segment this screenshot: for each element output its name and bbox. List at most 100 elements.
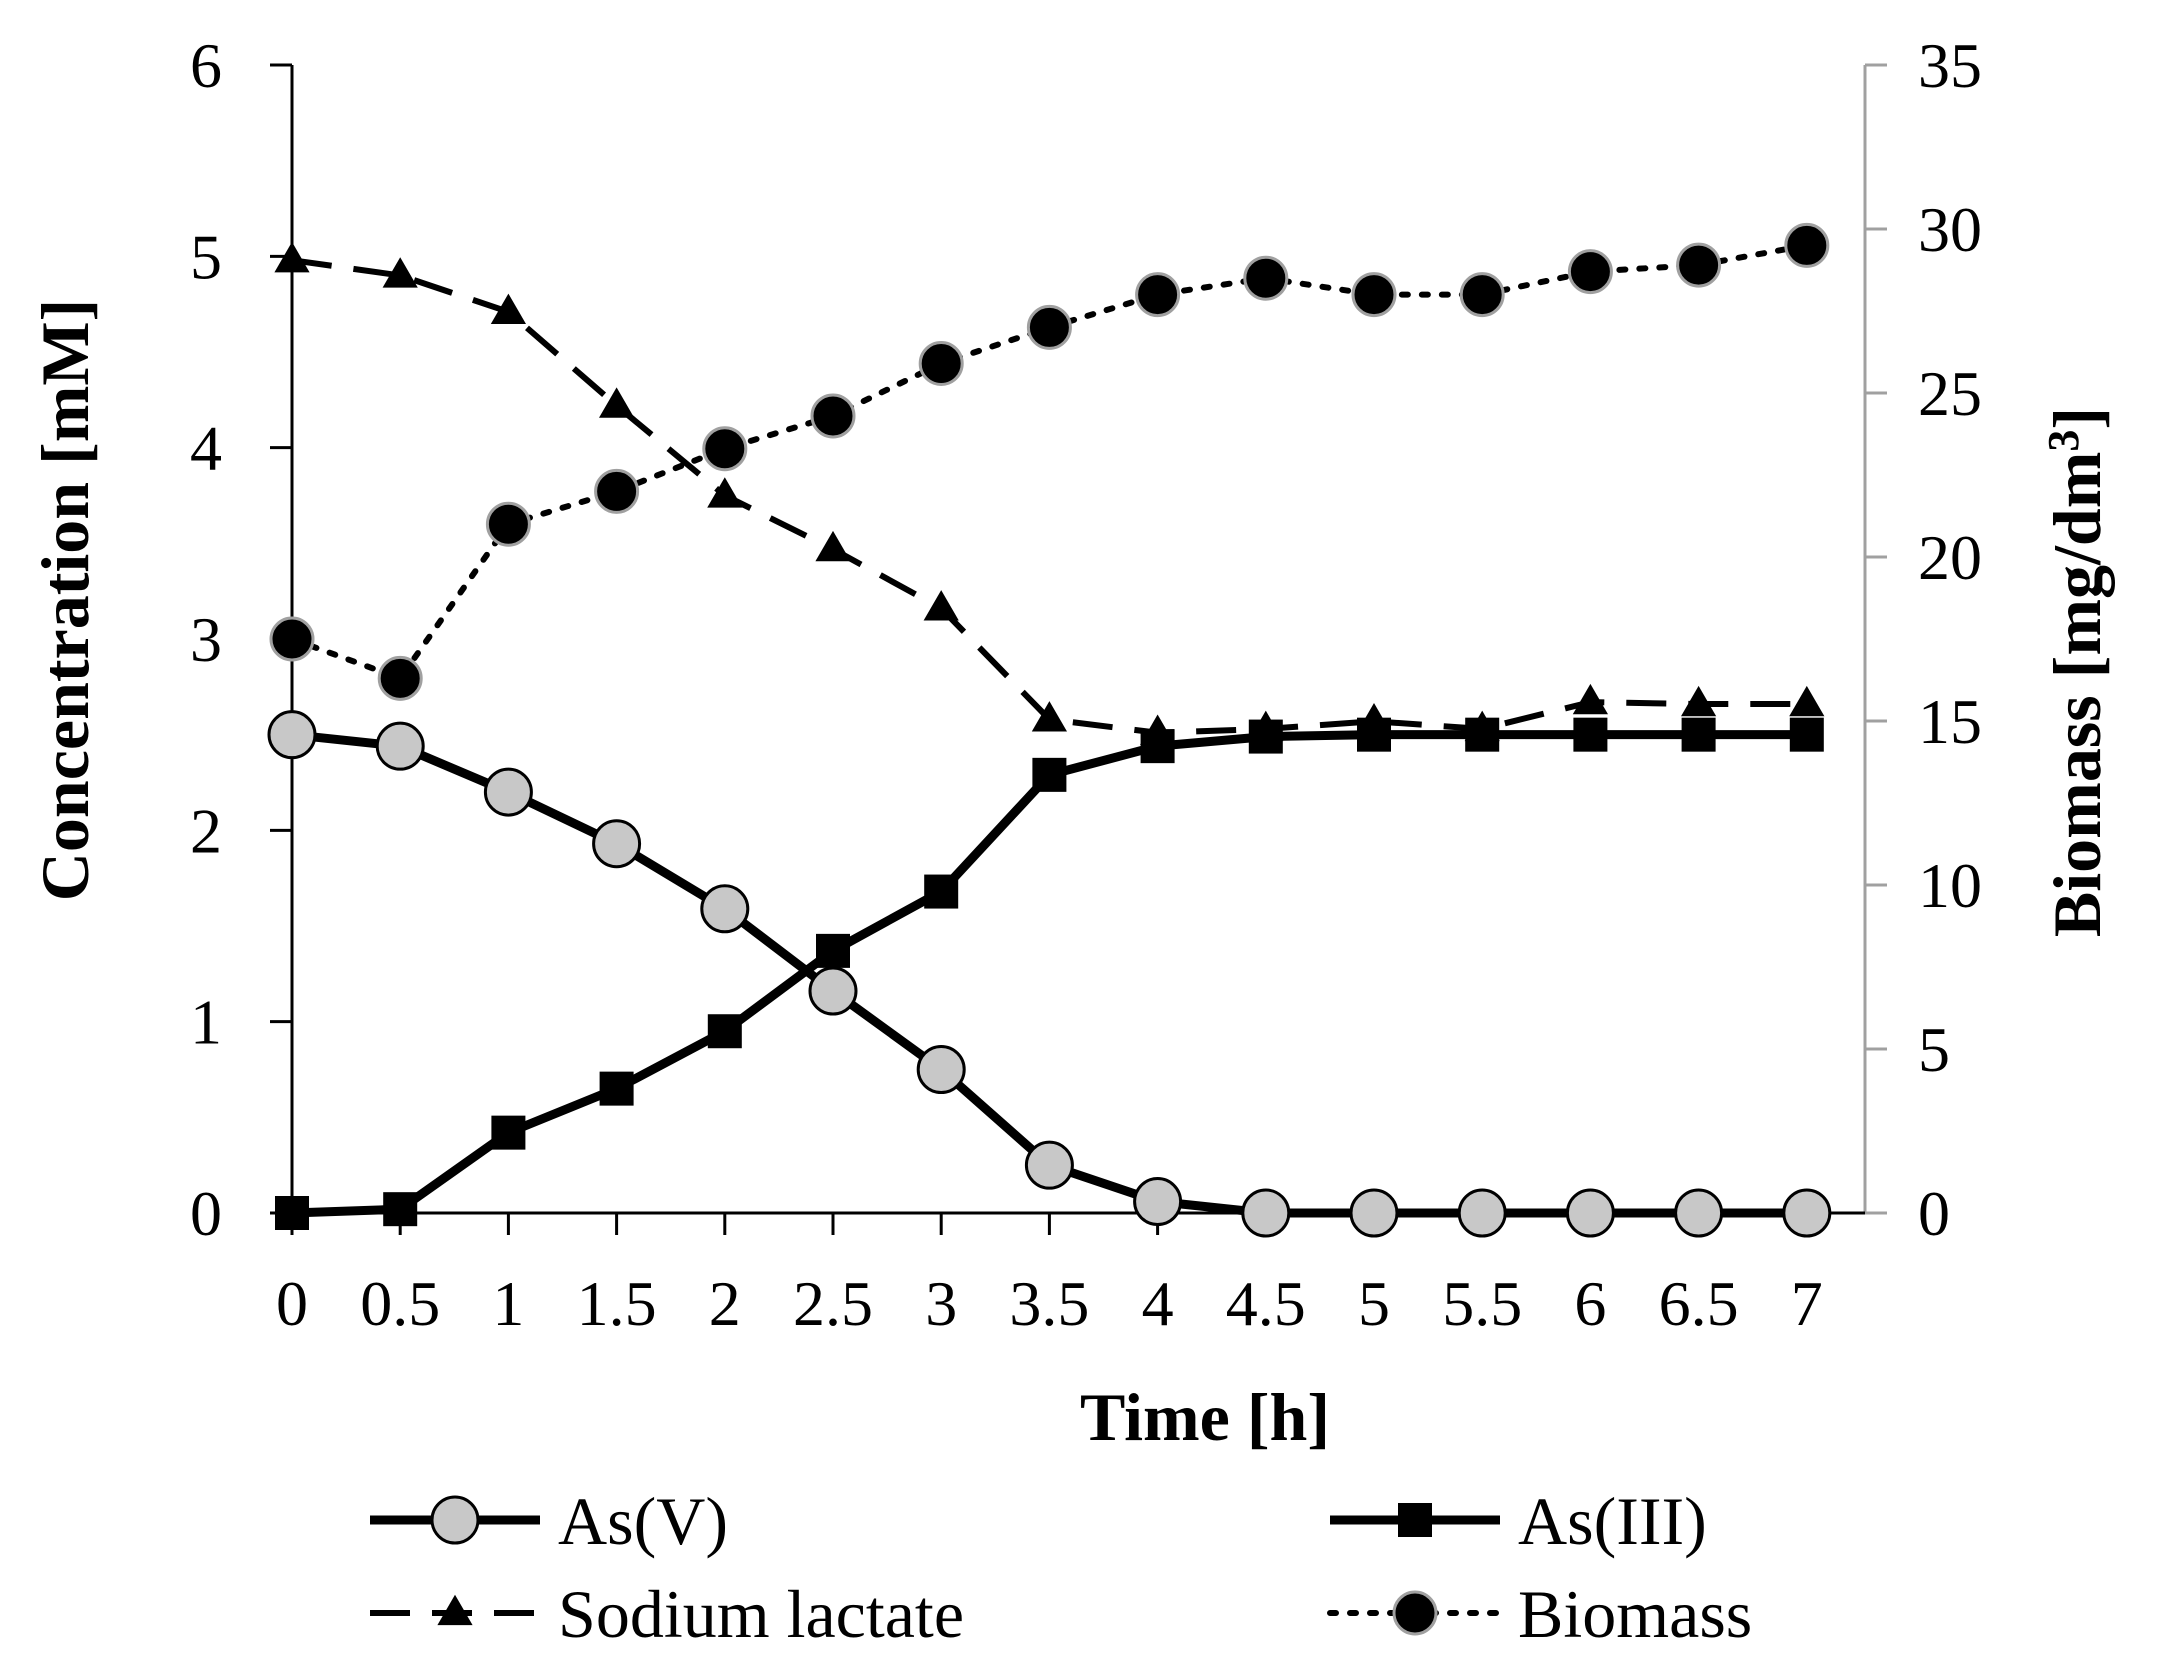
y-tick-label-right: 30	[1918, 194, 1982, 265]
data-point-as-v	[1782, 1188, 1832, 1238]
legend-item-sodium-lactate: Sodium lactate	[370, 1576, 964, 1652]
data-point-biomass	[1351, 272, 1397, 318]
data-point-as-iii	[816, 933, 850, 968]
legend-label-as-iii: As(III)	[1518, 1483, 1707, 1559]
data-point-as-v	[592, 819, 642, 869]
y-tick-label-right: 20	[1918, 522, 1982, 593]
y-tick-label-left: 1	[190, 987, 222, 1058]
legend-marker-biomass	[1392, 1590, 1438, 1636]
x-tick-label: 0	[276, 1268, 308, 1339]
data-point-sodium-lactate	[599, 387, 635, 418]
y-tick-label-left: 3	[190, 604, 222, 675]
data-point-as-iii	[599, 1071, 634, 1106]
data-point-biomass	[1135, 272, 1181, 318]
y-axis-left-title: Concentration [mM]	[27, 299, 103, 901]
data-point-as-iii	[1140, 729, 1175, 764]
y-tick-label-left: 5	[190, 221, 222, 292]
y-tick-label-left: 4	[190, 413, 222, 484]
legend-item-as-iii: As(III)	[1330, 1483, 1707, 1559]
data-point-as-v	[1024, 1140, 1074, 1190]
data-point-sodium-lactate	[382, 257, 418, 288]
series-as-v	[267, 710, 1832, 1238]
data-point-sodium-lactate	[707, 477, 743, 508]
y-tick-label-left: 2	[190, 795, 222, 866]
legend-marker-as-iii	[1398, 1503, 1432, 1537]
data-point-biomass	[702, 426, 748, 472]
data-point-biomass	[1676, 242, 1722, 288]
data-point-sodium-lactate	[923, 590, 959, 621]
x-tick-label: 0.5	[360, 1268, 440, 1339]
y-axis-right-title-main: Biomass [mg/dm	[2039, 452, 2115, 937]
x-tick-label: 2	[709, 1268, 741, 1339]
legend-label-biomass: Biomass	[1518, 1576, 1752, 1652]
y-tick-label-left: 6	[190, 30, 222, 101]
x-tick-label: 4	[1142, 1268, 1174, 1339]
data-point-as-v	[1133, 1177, 1183, 1227]
y-tick-label-right: 25	[1918, 358, 1982, 429]
data-point-as-v	[808, 966, 858, 1016]
data-point-as-v	[1241, 1188, 1291, 1238]
data-point-as-v	[1565, 1188, 1615, 1238]
data-point-biomass	[918, 340, 964, 386]
legend-item-as-v: As(V)	[370, 1483, 728, 1559]
data-point-biomass	[1026, 304, 1072, 350]
data-point-as-iii	[275, 1196, 309, 1230]
data-point-sodium-lactate	[1572, 683, 1608, 715]
legend-label-sodium-lactate: Sodium lactate	[558, 1576, 964, 1652]
y-axis-right-title-sup: 3	[2039, 430, 2088, 452]
x-tick-label: 1.5	[577, 1268, 657, 1339]
data-point-as-iii	[491, 1115, 526, 1150]
y-tick-label-right: 0	[1918, 1178, 1950, 1249]
x-tick-label: 3.5	[1009, 1268, 1089, 1339]
data-point-as-v	[1674, 1188, 1724, 1238]
y-tick-label-right: 35	[1918, 30, 1982, 101]
x-axis-title: Time [h]	[1080, 1379, 1330, 1455]
data-point-sodium-lactate	[490, 293, 526, 324]
data-point-as-iii	[383, 1192, 418, 1227]
x-tick-label: 1	[492, 1268, 524, 1339]
x-tick-label: 3	[925, 1268, 957, 1339]
x-tick-label: 6	[1574, 1268, 1606, 1339]
data-point-biomass	[1567, 249, 1613, 295]
data-point-as-v	[483, 767, 533, 817]
y-tick-label-right: 15	[1918, 686, 1982, 757]
legend-marker-sodium-lactate	[437, 1594, 473, 1626]
legend-label-as-v: As(V)	[558, 1483, 728, 1559]
data-point-as-iii	[1681, 717, 1716, 752]
data-point-biomass	[810, 393, 856, 439]
data-point-biomass	[269, 616, 315, 662]
data-point-as-v	[375, 721, 425, 771]
data-point-as-iii	[1465, 717, 1500, 752]
data-point-as-iii	[1032, 757, 1067, 792]
data-point-sodium-lactate	[1031, 701, 1067, 732]
data-point-sodium-lactate	[815, 530, 851, 562]
series-biomass	[269, 222, 1830, 701]
legend-marker-as-v	[430, 1495, 480, 1545]
data-point-as-v	[267, 710, 317, 760]
x-tick-label: 4.5	[1226, 1268, 1306, 1339]
legend-item-biomass: Biomass	[1327, 1576, 1752, 1652]
series-as-iii	[275, 717, 1824, 1230]
x-tick-label: 5.5	[1442, 1268, 1522, 1339]
x-tick-label: 7	[1791, 1268, 1823, 1339]
data-point-biomass	[1784, 222, 1830, 268]
data-point-as-v	[1457, 1188, 1507, 1238]
y-axis-right-title-close: ]	[2039, 407, 2115, 430]
y-tick-label-right: 5	[1918, 1014, 1950, 1085]
data-point-as-iii	[1357, 717, 1391, 752]
data-point-biomass	[377, 655, 423, 701]
data-point-sodium-lactate	[1681, 685, 1717, 717]
x-tick-label: 6.5	[1659, 1268, 1739, 1339]
y-tick-label-right: 10	[1918, 850, 1982, 921]
data-point-biomass	[485, 501, 531, 547]
data-point-as-iii	[707, 1014, 742, 1049]
data-point-as-v	[1349, 1188, 1399, 1238]
x-tick-label: 5	[1358, 1268, 1390, 1339]
data-point-as-v	[916, 1045, 966, 1094]
x-tick-label: 2.5	[793, 1268, 873, 1339]
legend: As(V) As(III) Sodium lactate Biomass	[370, 1483, 1752, 1652]
data-point-as-iii	[1789, 717, 1824, 752]
y-axis-right-title: Biomass [mg/dm3]	[2039, 407, 2115, 937]
y-tick-label-left: 0	[190, 1178, 222, 1249]
